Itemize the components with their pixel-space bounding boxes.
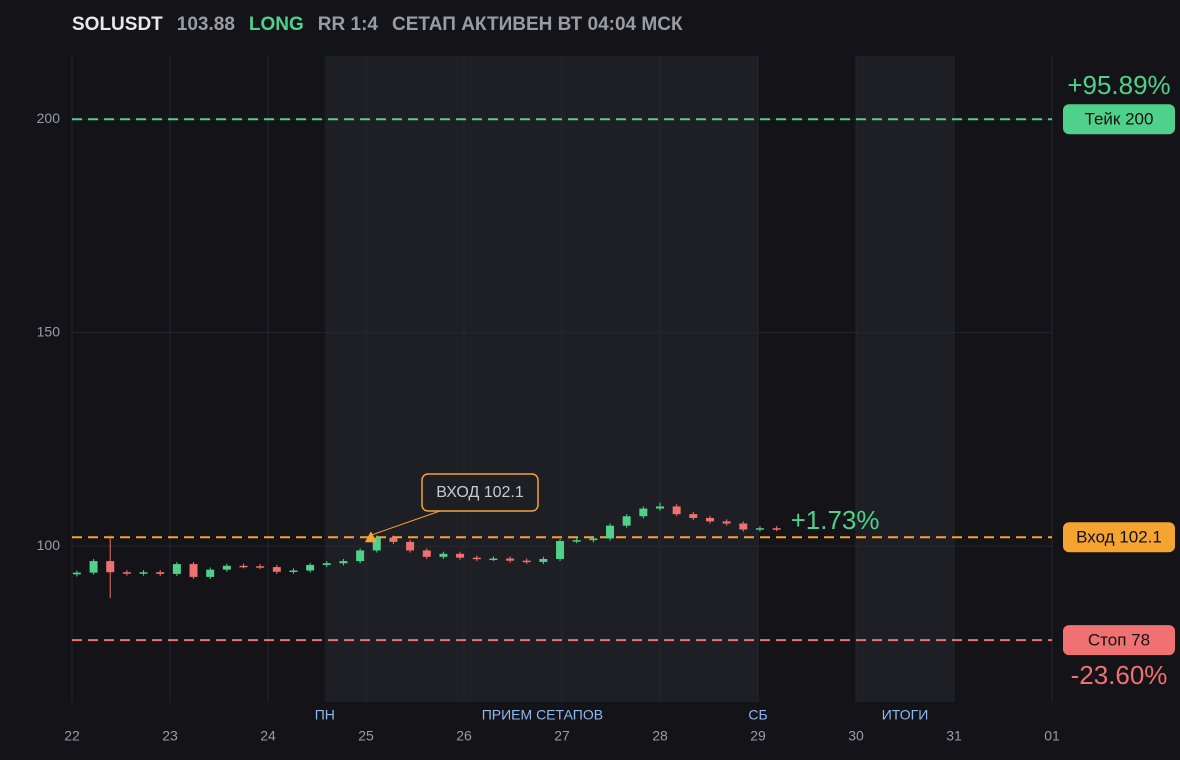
- level-change: -23.60%: [1071, 660, 1168, 690]
- candle-body: [772, 528, 781, 530]
- x-tick-label: 25: [358, 728, 374, 744]
- y-tick-label: 100: [37, 537, 61, 553]
- session-label: ИТОГИ: [882, 707, 929, 723]
- candle-body: [739, 523, 748, 530]
- candle-body: [722, 521, 731, 524]
- session-label: ПН: [315, 707, 335, 723]
- candle-body: [139, 572, 148, 574]
- candle-body: [589, 538, 598, 541]
- candle-body: [172, 564, 181, 574]
- entry-label: ВХОД 102.1: [436, 484, 524, 501]
- risk-reward: RR 1:4: [317, 14, 378, 35]
- candle-body: [472, 557, 481, 560]
- candle-body: [639, 508, 648, 517]
- candle-body: [256, 566, 265, 568]
- x-tick-label: 22: [64, 728, 80, 744]
- candle-body: [439, 553, 448, 557]
- entry-marker: [364, 531, 377, 543]
- candle-body: [356, 550, 365, 562]
- candle-body: [239, 565, 248, 568]
- candle-body: [339, 561, 348, 564]
- candle-body: [206, 569, 215, 577]
- session-band: [324, 56, 758, 702]
- candle-body: [389, 537, 398, 542]
- candle-body: [372, 537, 381, 551]
- x-tick-label: 29: [750, 728, 766, 744]
- x-tick-label: 23: [162, 728, 178, 744]
- level-pill: [1063, 104, 1175, 135]
- candle-body: [89, 561, 98, 573]
- candle-body: [489, 558, 498, 561]
- candle-body: [556, 541, 565, 559]
- candle-body: [755, 528, 764, 530]
- candle-body: [306, 564, 315, 571]
- candle-body: [456, 553, 465, 558]
- level-pill: [1063, 522, 1175, 553]
- x-tick-label: 30: [848, 728, 864, 744]
- candle-body: [606, 525, 615, 539]
- y-tick-label: 150: [37, 323, 61, 339]
- x-tick-label: 24: [260, 728, 276, 744]
- y-tick-label: 200: [37, 110, 61, 126]
- level-label: Стоп 78: [1088, 631, 1150, 650]
- x-tick-label: 01: [1044, 728, 1060, 744]
- level-change: +95.89%: [1067, 70, 1170, 100]
- level-label: Тейк 200: [1085, 110, 1154, 129]
- candle-body: [106, 561, 115, 573]
- session-label: ПРИЕМ СЕТАПОВ: [482, 707, 603, 723]
- level-pill: [1063, 625, 1175, 656]
- x-tick-label: 28: [652, 728, 668, 744]
- side: LONG: [248, 14, 304, 35]
- entry-box: [421, 473, 539, 512]
- x-tick-label: 27: [554, 728, 570, 744]
- candle-body: [705, 517, 714, 522]
- candle-body: [156, 572, 165, 574]
- candle-body: [422, 550, 431, 557]
- candle-body: [672, 506, 681, 515]
- candle-body: [656, 506, 664, 509]
- entry-connector: [370, 510, 441, 536]
- candle-body: [122, 572, 131, 574]
- current-change: +1.73%: [791, 505, 880, 535]
- candle-body: [322, 563, 331, 565]
- x-tick-label: 31: [946, 728, 962, 744]
- candle-body: [406, 541, 415, 551]
- candle-body: [506, 558, 515, 561]
- candle-body: [289, 570, 298, 572]
- candle-body: [622, 516, 631, 526]
- candle-body: [272, 567, 281, 572]
- candle-body: [522, 560, 531, 563]
- price: 103.88: [176, 14, 235, 35]
- x-tick-label: 26: [456, 728, 472, 744]
- candle-body: [222, 565, 231, 570]
- symbol: SOLUSDT: [72, 14, 163, 35]
- session-band: [856, 56, 954, 702]
- candle-body: [72, 572, 81, 575]
- level-label: Вход 102.1: [1076, 528, 1162, 547]
- header: SOLUSDT 103.88 LONG RR 1:4 СЕТАП АКТИВЕН…: [72, 14, 683, 36]
- candle-body: [572, 540, 581, 542]
- candle-body: [189, 564, 198, 577]
- candle-body: [689, 514, 698, 518]
- candle-body: [539, 558, 548, 562]
- session-label: СБ: [748, 707, 767, 723]
- status: СЕТАП АКТИВЕН ВТ 04:04 МСК: [391, 14, 683, 35]
